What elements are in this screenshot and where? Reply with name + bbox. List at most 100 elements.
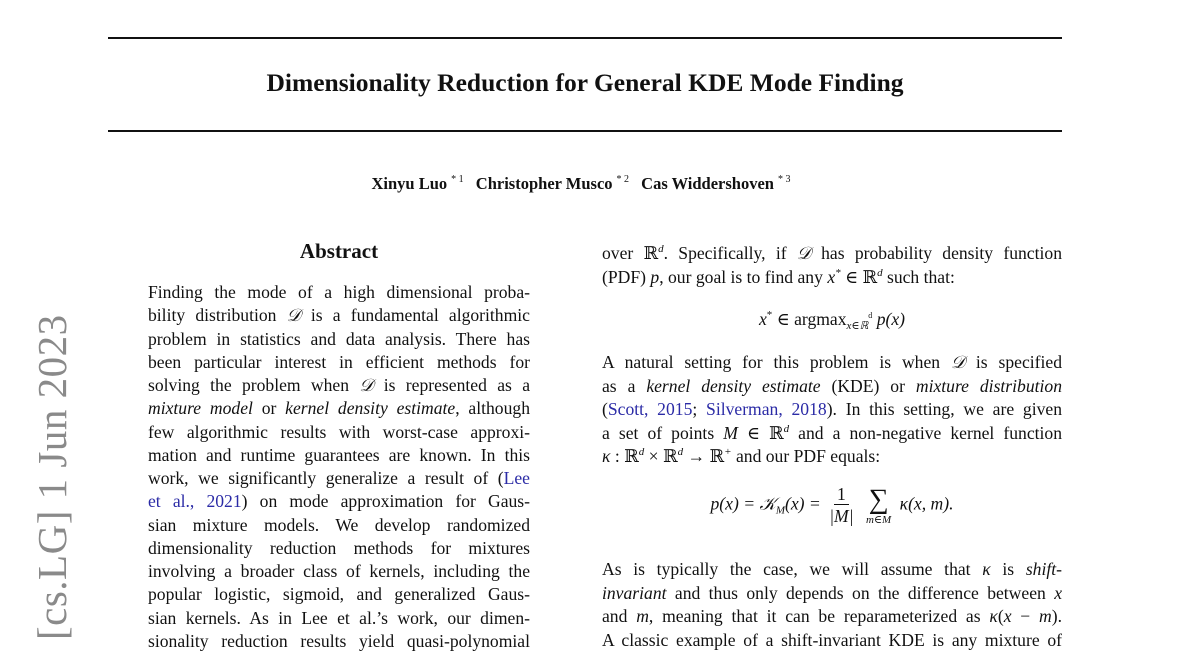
text-span: d	[658, 243, 664, 255]
text-span: such that:	[882, 266, 955, 287]
text-span: involving a broader class of kernels, in…	[148, 561, 530, 581]
eq-numerator: 1	[833, 484, 849, 505]
text-line: problem in statistics and data analysis.…	[148, 328, 530, 350]
text-span: As is typically the case, we will assume…	[602, 559, 983, 579]
eq-sum-limit: m∈M	[865, 513, 892, 526]
text-span: as a	[602, 375, 647, 396]
text-span: dimensionality reduction methods for mix…	[148, 537, 530, 558]
text-span: : ℝ	[610, 446, 639, 466]
eq-term: p(x)	[872, 309, 906, 329]
eq-term: p(x) = 𝒦	[710, 493, 776, 514]
text-line: mixture model or kernel density estimate…	[148, 397, 530, 419]
text-span: (KDE) or	[820, 375, 916, 396]
text-span: d	[677, 446, 684, 458]
text-span: shift-	[1025, 559, 1062, 579]
text-span: M	[723, 422, 738, 443]
equation-argmax: x* ∈ argmaxx∈ℝd p(x)	[602, 309, 1062, 332]
text-span: κ	[989, 606, 998, 626]
text-span: +	[724, 446, 732, 458]
text-line: A classic example of a shift-invariant K…	[602, 629, 1062, 651]
author-name: Xinyu Luo	[371, 174, 448, 193]
author-affiliation-mark: * 3	[777, 174, 791, 185]
eq-subscript: x∈ℝ	[846, 320, 869, 332]
eq-denominator: |M|	[829, 506, 854, 526]
text-line: been particular interest in efficient me…	[148, 351, 530, 373]
text-span: solving the problem when	[148, 375, 360, 395]
text-span: (	[997, 606, 1004, 626]
text-span: a set of points	[602, 422, 724, 443]
text-line: and m , meaning that it can be reparamete…	[602, 605, 1062, 627]
text-span: x	[827, 266, 836, 287]
text-span: A natural setting for this problem is wh…	[602, 352, 951, 372]
text-span: κ	[602, 446, 611, 466]
text-span: → ℝ	[683, 446, 725, 466]
text-span: kernel density estimate	[285, 398, 456, 419]
text-line: et al., 2021) on mode approximation for …	[148, 490, 530, 512]
citation-link[interactable]: Scott, 2015	[607, 399, 693, 419]
text-span: and a non-negative kernel function	[789, 422, 1063, 443]
text-span: . Specifically, if	[663, 243, 797, 263]
text-span: p	[650, 266, 660, 287]
author-name: Cas Widdershoven	[641, 174, 774, 193]
text-span: 𝒟	[286, 305, 301, 326]
text-span: m	[1039, 606, 1052, 626]
text-span: few algorithmic results with worst-case …	[148, 421, 530, 442]
text-span: x	[1003, 606, 1012, 626]
author-affiliation-mark: * 1	[451, 174, 464, 185]
text-span: mixture model	[148, 398, 253, 419]
text-span: mixture distribution	[915, 375, 1063, 396]
text-span: sionality reduction results yield quasi-…	[148, 630, 530, 651]
citation-link[interactable]: et al., 2021	[148, 491, 242, 512]
text-span: ;	[692, 399, 707, 419]
text-line: sian mixture models. We develop randomiz…	[148, 514, 530, 536]
text-span: is	[990, 559, 1026, 579]
text-line: Finding the mode of a high dimensional p…	[148, 281, 530, 303]
eq-term: κ(x, m).	[899, 493, 954, 514]
text-span: kernel density estimate	[646, 375, 821, 396]
text-span: work, we significantly generalize a resu…	[148, 468, 504, 488]
text-line: work, we significantly generalize a resu…	[148, 467, 530, 489]
text-span: and our PDF equals:	[731, 446, 881, 466]
text-line: popular logistic, sigmoid, and generaliz…	[148, 583, 530, 605]
text-span: ∈ ℝ	[840, 266, 878, 287]
text-span: sian kernels. As in Lee et al.’s work, o…	[148, 607, 530, 628]
text-line: A natural setting for this problem is wh…	[602, 351, 1062, 373]
text-line: dimensionality reduction methods for mix…	[148, 537, 530, 559]
text-line: invariant and thus only depends on the d…	[602, 582, 1062, 604]
text-span: (PDF)	[602, 266, 651, 287]
text-span: is a fundamental algorithmic	[300, 305, 530, 326]
text-span: or	[252, 398, 286, 419]
text-span: bility distribution	[148, 305, 287, 326]
title-bottom-rule	[108, 130, 1062, 132]
eq-fraction: 1 |M|	[829, 484, 853, 527]
text-span: mation and runtime guarantees are known.…	[148, 444, 530, 465]
text-line: κ : ℝd × ℝd → ℝ+ and our PDF equals:	[602, 445, 1062, 467]
citation-link[interactable]: Lee	[503, 468, 530, 488]
text-line: solving the problem when 𝒟 is represente…	[148, 374, 530, 396]
text-span: d	[877, 266, 883, 279]
text-span: problem in statistics and data analysis.…	[148, 328, 530, 349]
text-span: has probability density function	[810, 243, 1062, 263]
citation-link[interactable]: Silverman, 2018	[706, 399, 827, 419]
eq-term: x	[758, 309, 767, 329]
author-list: Xinyu Luo * 1 Christopher Musco * 2 Cas Wi…	[0, 174, 1170, 194]
text-span: κ	[982, 559, 991, 579]
text-span: , our goal is to find any	[659, 266, 828, 287]
top-rule	[108, 37, 1062, 39]
text-span: and thus only depends on the difference …	[666, 582, 1055, 603]
text-span: Finding the mode of a high dimensional p…	[148, 282, 530, 302]
text-line: bility distribution 𝒟 is a fundamental a…	[148, 304, 530, 326]
author-name: Christopher Musco	[475, 174, 613, 193]
text-span: over ℝ	[602, 243, 659, 263]
text-span: sian mixture models. We develop randomiz…	[148, 514, 530, 535]
text-span: and	[602, 606, 637, 626]
text-line: over ℝd. Specifically, if 𝒟 has probabil…	[602, 242, 1062, 264]
text-span: 𝒟	[950, 352, 965, 372]
eq-term: *	[766, 309, 773, 321]
text-span: invariant	[602, 582, 667, 603]
eq-term: ∈ argmax	[772, 309, 847, 329]
eq-sum: ∑ m∈M	[865, 485, 892, 526]
text-span: , meaning that it can be reparameterized…	[648, 606, 990, 626]
text-span: ).	[1051, 606, 1062, 626]
text-span: x	[1054, 582, 1062, 603]
